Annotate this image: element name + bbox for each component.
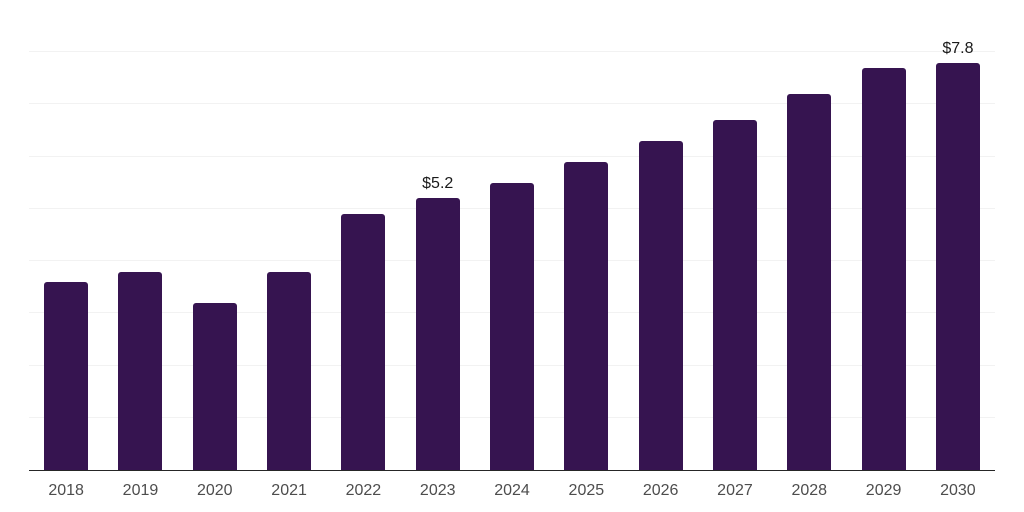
x-tick-label-2030: 2030 [940, 482, 976, 499]
bar-cell-2023: $5.2 [401, 0, 475, 470]
bar-2021 [267, 271, 312, 470]
bar-2026 [638, 141, 683, 470]
bar-2023: $5.2 [415, 175, 460, 470]
bar-2029 [861, 67, 906, 470]
bar-cell-2022 [326, 0, 400, 470]
x-tick-label-2024: 2024 [494, 482, 530, 499]
x-tick-label-2018: 2018 [48, 482, 84, 499]
x-tick-label-2021: 2021 [271, 482, 307, 499]
bar-2028 [787, 94, 832, 470]
x-tick-label-2026: 2026 [642, 482, 679, 499]
bar-2018 [44, 282, 89, 470]
x-tick-label-2019: 2019 [122, 482, 159, 499]
bar-2022 [341, 214, 386, 470]
x-tick-label-2025: 2025 [568, 482, 605, 499]
bar-2027 [712, 120, 757, 470]
bar-cell-2019 [103, 0, 177, 470]
x-tick-label-2023: 2023 [419, 482, 456, 499]
bar-cell-2026 [624, 0, 698, 470]
bar-cell-2024 [475, 0, 549, 470]
bar-2020 [192, 302, 237, 470]
bar-2025 [564, 161, 609, 470]
bar-2030: $7.8 [935, 40, 980, 470]
x-tick-label-2027: 2027 [717, 482, 753, 499]
plot-area: $5.2 $7.8 [29, 0, 995, 471]
x-tick-label-2020: 2020 [196, 482, 233, 499]
bar-cell-2028 [772, 0, 846, 470]
x-axis-tick-labels: 2018 2019 2020 2021 2022 2023 2024 2025 2026 2027… [29, 482, 995, 500]
bar-cell-2027 [698, 0, 772, 470]
bar-cell-2018 [29, 0, 103, 470]
bar-cell-2021 [252, 0, 326, 470]
bar-cell-2025 [549, 0, 623, 470]
bar-cell-2029 [846, 0, 920, 470]
bar-2019 [118, 271, 163, 470]
gridline [29, 103, 995, 105]
x-tick-label-2029: 2029 [865, 482, 902, 499]
bar-2024 [490, 182, 535, 470]
gridline [29, 51, 995, 53]
value-label-2030: $7.8 [942, 39, 974, 57]
x-tick-label-2028: 2028 [791, 482, 828, 499]
value-label-2023: $5.2 [422, 175, 454, 193]
bar-cell-2020 [178, 0, 252, 470]
gridline [29, 155, 995, 157]
x-axis-line [29, 470, 995, 471]
x-tick-label-2022: 2022 [345, 482, 382, 499]
bars: $5.2 $7.8 [29, 0, 995, 470]
bar-cell-2030: $7.8 [921, 0, 995, 470]
